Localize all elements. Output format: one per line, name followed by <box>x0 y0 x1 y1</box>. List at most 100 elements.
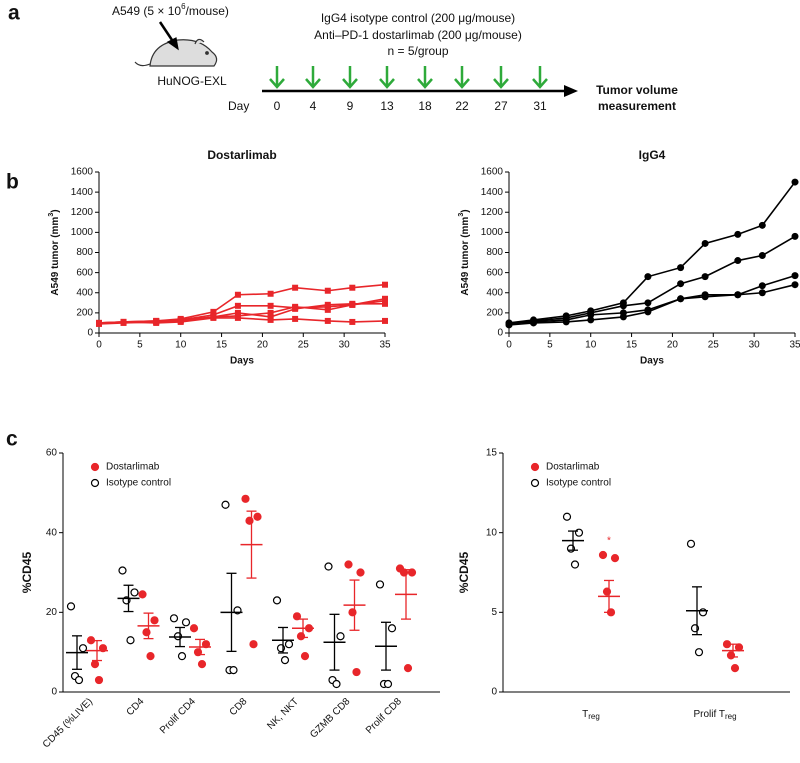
data-point <box>74 675 84 685</box>
marker <box>758 289 766 297</box>
error-bar <box>349 579 360 631</box>
marker <box>292 315 299 322</box>
dose-arrow-head <box>269 78 285 89</box>
marker <box>734 230 742 238</box>
x-tick-label: 25 <box>298 340 310 351</box>
legend-marker <box>530 478 540 488</box>
data-point <box>284 640 294 649</box>
text: ) <box>50 209 61 212</box>
text: /mouse) <box>186 4 229 18</box>
marker <box>677 280 685 288</box>
y-tick-label: 600 <box>76 267 93 278</box>
day-number: 31 <box>533 99 547 113</box>
marker <box>382 300 388 307</box>
y-tick-label: 1400 <box>481 187 504 198</box>
day-number: 27 <box>494 99 508 113</box>
data-point <box>272 596 282 605</box>
series-line <box>98 298 386 325</box>
marker <box>562 318 570 326</box>
x-tick-label: CD8 <box>228 696 250 718</box>
text: reg <box>588 712 600 721</box>
marker <box>791 232 799 240</box>
marker <box>267 316 274 323</box>
marker <box>758 282 766 290</box>
legend-label: Dostarlimab <box>106 462 160 473</box>
x-tick-label: CD4 <box>125 696 147 718</box>
treatment: IgG4 isotype control (200 μg/mouse) <box>321 11 515 25</box>
data-point <box>241 494 250 503</box>
marker <box>677 264 685 272</box>
data-point <box>562 512 572 521</box>
y-tick-label: 1200 <box>481 207 504 218</box>
data-point <box>383 679 393 689</box>
day-number: 18 <box>418 99 432 113</box>
marker <box>177 318 184 325</box>
x-tick-label: 35 <box>789 340 800 351</box>
marker <box>587 311 595 319</box>
x-tick-label: 15 <box>626 340 638 351</box>
error-bar <box>72 635 82 670</box>
data-point <box>686 539 696 548</box>
error-bar <box>226 572 237 653</box>
marker <box>758 252 766 260</box>
marker <box>120 318 127 325</box>
marker <box>349 284 356 291</box>
data-point <box>177 652 187 661</box>
endpoint: Tumor volume <box>596 83 678 97</box>
y-tick-label: 1000 <box>481 227 504 238</box>
data-point <box>90 660 100 669</box>
data-point <box>78 644 88 653</box>
data-point <box>138 590 147 599</box>
y-axis-label: %CD45 <box>20 552 34 594</box>
data-point <box>403 663 413 673</box>
x-tick-label: 15 <box>216 340 228 351</box>
data-point <box>610 554 620 563</box>
y-tick-label: 0 <box>51 687 57 698</box>
marker <box>382 281 388 288</box>
error-bar <box>728 643 738 658</box>
data-point <box>574 528 584 537</box>
marker <box>234 309 241 316</box>
day-number: 13 <box>380 99 394 113</box>
data-point <box>249 640 258 649</box>
y-tick-label: 600 <box>486 267 503 278</box>
data-point <box>387 624 397 633</box>
dose-arrow-head <box>532 78 548 89</box>
x-tick-label: Prolif CD8 <box>364 696 404 736</box>
data-point <box>221 500 230 509</box>
data-point <box>197 660 207 669</box>
day-number: 22 <box>455 99 469 113</box>
error-bar <box>195 638 205 656</box>
data-point <box>324 562 333 571</box>
cells-label: A549 (5 × 106/mouse) <box>112 2 229 18</box>
text: 3 <box>458 213 465 217</box>
timeline-arrow <box>564 85 578 97</box>
marker <box>644 299 652 307</box>
marker <box>382 297 388 304</box>
text: ) <box>460 209 471 212</box>
data-point <box>730 663 740 673</box>
x-tick-label: GZMB CD8 <box>308 696 353 741</box>
marker <box>267 290 274 297</box>
data-point <box>280 656 290 665</box>
legend-marker <box>90 478 100 488</box>
marker <box>791 178 799 186</box>
x-tick-label: 20 <box>257 340 269 351</box>
y-tick-label: 200 <box>76 308 93 319</box>
day-label: Day <box>228 99 249 113</box>
x-tick-label: 35 <box>379 340 391 351</box>
x-tick-label: Prolif CD4 <box>158 696 198 736</box>
data-point <box>189 624 199 633</box>
treatment: Anti–PD-1 dostarlimab (200 μg/mouse) <box>314 28 522 42</box>
data-point <box>598 550 608 560</box>
y-tick-label: 1200 <box>71 207 94 218</box>
error-bar <box>278 626 288 654</box>
endpoint: measurement <box>598 99 676 113</box>
x-axis-label: Days <box>640 356 664 367</box>
panel-label: b <box>6 171 19 194</box>
error-bar <box>604 579 614 613</box>
y-tick-label: 400 <box>486 287 503 298</box>
y-tick-label: 400 <box>76 287 93 298</box>
y-tick-label: 20 <box>46 607 58 618</box>
x-tick-label: CD45 (%LIVE) <box>41 696 95 750</box>
